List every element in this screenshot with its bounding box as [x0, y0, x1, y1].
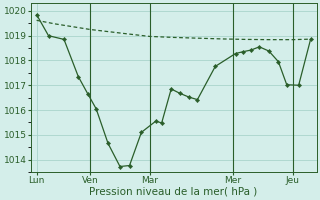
X-axis label: Pression niveau de la mer( hPa ): Pression niveau de la mer( hPa ) [90, 187, 258, 197]
